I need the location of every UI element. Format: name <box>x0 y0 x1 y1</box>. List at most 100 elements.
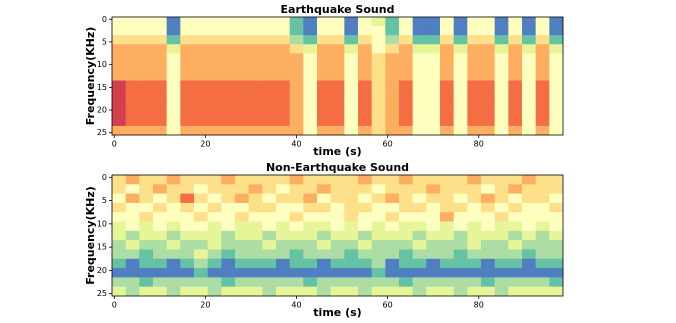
heatmap-cell <box>371 26 386 36</box>
heatmap-cell <box>522 35 536 45</box>
heatmap-cell <box>125 125 140 136</box>
heatmap-cell <box>330 277 345 287</box>
heatmap-cell <box>303 258 318 269</box>
heatmap-cell <box>344 268 359 278</box>
heatmap-cell <box>207 35 222 45</box>
heatmap-cell <box>371 230 386 241</box>
heatmap-cell <box>125 202 140 213</box>
heatmap-cell <box>180 277 195 287</box>
heatmap-cell <box>248 44 263 54</box>
heatmap-cell <box>166 175 181 185</box>
heatmap-cell <box>522 53 536 63</box>
heatmap-cell <box>153 202 167 213</box>
heatmap-cell <box>344 17 359 27</box>
heatmap-cell <box>508 184 523 194</box>
heatmap-cell <box>207 125 222 136</box>
heatmap-cell <box>385 249 400 260</box>
heatmap-cell <box>385 286 400 297</box>
heatmap-cell <box>276 116 290 127</box>
heatmap-cell <box>522 230 536 241</box>
heatmap-cell <box>194 125 208 136</box>
heatmap-cell <box>289 53 304 63</box>
x-tick-label: 20 <box>200 301 210 310</box>
heatmap-cell <box>235 268 249 278</box>
heatmap-cell <box>303 249 318 260</box>
heatmap-cell <box>221 240 236 250</box>
heatmap-cell <box>549 26 564 36</box>
heatmap-cell <box>330 240 345 250</box>
heatmap-cell <box>549 71 564 81</box>
x-tick-label: 80 <box>474 301 484 310</box>
heatmap-cell <box>112 258 126 269</box>
heatmap-cell <box>248 286 263 297</box>
heatmap-cell <box>385 212 400 222</box>
heatmap-cell <box>494 286 509 297</box>
heatmap-cell <box>194 98 208 109</box>
heatmap-cell <box>549 175 564 185</box>
x-tick-label: 0 <box>112 140 117 149</box>
heatmap-cell <box>467 230 482 241</box>
heatmap-cell <box>139 221 154 232</box>
heatmap-cell <box>440 268 454 278</box>
heatmap-cell <box>453 202 468 213</box>
heatmap-cell <box>248 35 263 45</box>
heatmap-cell <box>358 26 372 36</box>
heatmap-cell <box>153 71 167 81</box>
heatmap-cell <box>276 53 290 63</box>
heatmap-cell <box>330 286 345 297</box>
heatmap-cell <box>344 53 359 63</box>
heatmap-cell <box>139 184 154 194</box>
heatmap-cell <box>289 98 304 109</box>
heatmap-cell <box>194 107 208 118</box>
heatmap-cell <box>112 193 126 204</box>
heatmap-cell <box>125 230 140 241</box>
heatmap-cell <box>344 44 359 54</box>
heatmap-cell <box>317 277 331 287</box>
heatmap-cell <box>166 53 181 63</box>
heatmap-cell <box>139 258 154 269</box>
heatmap-cell <box>522 212 536 222</box>
heatmap-cell <box>221 26 236 36</box>
heatmap-cell <box>125 277 140 287</box>
heatmap-cell <box>317 17 331 27</box>
heatmap-cell <box>180 53 195 63</box>
heatmap-cell <box>166 249 181 260</box>
heatmap-cell <box>399 71 413 81</box>
heatmap-cell <box>276 202 290 213</box>
heatmap-cell <box>276 268 290 278</box>
heatmap-cell <box>125 71 140 81</box>
heatmap-cell <box>549 107 564 118</box>
heatmap-cell <box>166 193 181 204</box>
heatmap-cell <box>221 286 236 297</box>
heatmap-cell <box>494 62 509 72</box>
heatmap-cell <box>125 26 140 36</box>
heatmap-cell <box>481 202 495 213</box>
heatmap-cell <box>289 175 304 185</box>
heatmap-cell <box>344 175 359 185</box>
heatmap-cell <box>317 212 331 222</box>
heatmap-cell <box>535 26 550 36</box>
heatmap-cell <box>262 212 277 222</box>
y-tick-label: 5 <box>102 196 107 205</box>
heatmap-cell <box>481 35 495 45</box>
heatmap-cell <box>426 71 441 81</box>
heatmap-cell <box>194 35 208 45</box>
heatmap-cell <box>522 107 536 118</box>
heatmap-cell <box>426 89 441 99</box>
heatmap-cell <box>207 53 222 63</box>
heatmap-cell <box>371 53 386 63</box>
heatmap-cell <box>248 240 263 250</box>
heatmap-cell <box>426 212 441 222</box>
heatmap-cell <box>508 35 523 45</box>
heatmap-cell <box>535 230 550 241</box>
heatmap-cell <box>139 62 154 72</box>
heatmap-cell <box>248 230 263 241</box>
heatmap-cell <box>166 277 181 287</box>
heatmap-cell <box>166 26 181 36</box>
heatmap-cell <box>139 193 154 204</box>
heatmap-cell <box>194 240 208 250</box>
heatmap-cell <box>412 268 427 278</box>
heatmap-cell <box>412 184 427 194</box>
heatmap-cell <box>289 125 304 136</box>
